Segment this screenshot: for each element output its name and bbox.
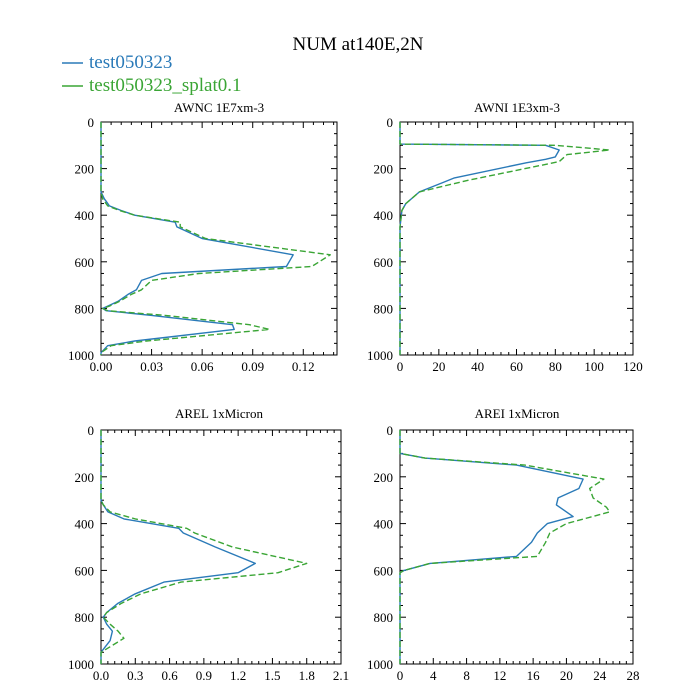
series-line-splat (100, 122, 331, 355)
y-tick-label: 0 (387, 115, 394, 130)
x-tick-label: 40 (471, 359, 484, 374)
series-line-test050323 (399, 122, 560, 355)
y-tick-label: 1000 (68, 348, 94, 363)
x-tick-label: 80 (549, 359, 562, 374)
y-tick-label: 800 (374, 610, 394, 625)
x-tick-label: 0.3 (127, 668, 143, 683)
y-tick-label: 600 (75, 563, 95, 578)
series-line-splat (100, 430, 308, 664)
y-tick-label: 200 (75, 162, 95, 177)
x-tick-label: 0.0 (93, 668, 109, 683)
x-tick-label: 16 (527, 668, 541, 683)
legend-label-test050323: test050323 (89, 52, 172, 73)
x-tick-label: 0.06 (191, 359, 214, 374)
x-tick-label: 28 (627, 668, 640, 683)
legend: test050323 test050323_splat0.1 (62, 52, 242, 96)
x-tick-label: 4 (430, 668, 437, 683)
panel-awnc: AWNC 1E7xm-3 0.00 0.03 0.06 0.09 0.12 0 200 400… (68, 100, 338, 374)
series-line-splat (399, 122, 611, 355)
y-tick-label: 1000 (367, 657, 393, 672)
y-tick-label: 800 (75, 301, 95, 316)
x-tick-label: 0 (397, 668, 404, 683)
y-tick-label: 200 (75, 470, 95, 485)
plot-frame (100, 121, 338, 356)
x-tick-label: 2.1 (333, 668, 349, 683)
y-tick-label: 400 (374, 208, 394, 223)
x-tick-label: 1.5 (264, 668, 280, 683)
panel-arel: AREL 1xMicron 0.0 0.3 0.6 0.9 1.2 1.5 1.8 2.1 0 2… (68, 406, 349, 683)
y-tick-label: 200 (374, 162, 394, 177)
y-tick-label: 400 (75, 208, 95, 223)
y-tick-label: 600 (374, 255, 394, 270)
y-tick-label: 600 (75, 255, 95, 270)
x-tick-label: 1.8 (299, 668, 315, 683)
y-tick-label: 400 (374, 517, 394, 532)
y-tick-label: 1000 (367, 348, 393, 363)
panel-arei: AREI 1xMicron 0 4 8 12 16 20 24 28 0 200 400 600 800… (367, 406, 640, 683)
series-line-test050323 (100, 122, 294, 355)
panel-awni: AWNI 1E3xm-3 0 20 40 60 80 100 120 0 200 400 600 80… (367, 100, 643, 374)
x-tick-label: 12 (493, 668, 506, 683)
panel-title-awni: AWNI 1E3xm-3 (474, 100, 560, 115)
legend-label-splat: test050323_splat0.1 (89, 75, 242, 96)
panel-title-arel: AREL 1xMicron (175, 406, 263, 421)
x-tick-label: 0 (397, 359, 404, 374)
x-tick-label: 0.9 (196, 668, 212, 683)
y-tick-label: 0 (88, 423, 95, 438)
series-line-test050323 (100, 430, 257, 664)
y-tick-label: 0 (88, 115, 95, 130)
plot-frame (399, 121, 634, 356)
y-tick-label: 800 (374, 301, 394, 316)
x-tick-label: 0.03 (140, 359, 163, 374)
x-tick-label: 20 (560, 668, 573, 683)
series-line-splat (399, 430, 611, 664)
figure-title: NUM at140E,2N (293, 34, 424, 55)
panel-title-awnc: AWNC 1E7xm-3 (174, 100, 264, 115)
plot-frame (100, 429, 342, 665)
x-tick-label: 60 (510, 359, 523, 374)
y-tick-label: 0 (387, 423, 394, 438)
y-tick-label: 600 (374, 563, 394, 578)
x-tick-label: 100 (584, 359, 604, 374)
y-tick-label: 1000 (68, 657, 94, 672)
x-tick-label: 20 (432, 359, 445, 374)
x-tick-label: 24 (593, 668, 607, 683)
y-tick-label: 200 (374, 470, 394, 485)
x-tick-label: 0.6 (161, 668, 178, 683)
x-tick-label: 8 (463, 668, 470, 683)
x-tick-label: 0.09 (241, 359, 264, 374)
x-tick-label: 120 (623, 359, 643, 374)
series-line-test050323 (399, 430, 584, 664)
y-tick-label: 800 (75, 610, 95, 625)
x-tick-label: 0.12 (292, 359, 315, 374)
panel-title-arei: AREI 1xMicron (475, 406, 560, 421)
y-tick-label: 400 (75, 517, 95, 532)
x-tick-label: 0.00 (90, 359, 113, 374)
x-tick-label: 1.2 (230, 668, 246, 683)
